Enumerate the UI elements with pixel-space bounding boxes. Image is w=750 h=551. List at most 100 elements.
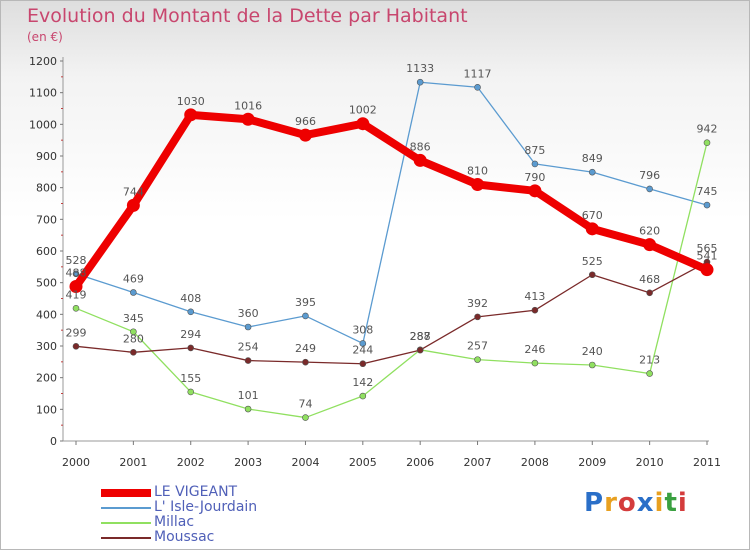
y-tick-label: 600 <box>36 245 57 258</box>
data-point <box>72 343 80 350</box>
data-point <box>72 305 80 312</box>
x-tick-label: 2004 <box>291 456 319 469</box>
x-tick-label: 2003 <box>234 456 262 469</box>
series-line-1 <box>75 81 708 345</box>
data-point <box>588 168 596 176</box>
data-point <box>298 128 312 142</box>
data-label: 395 <box>295 296 316 309</box>
data-point <box>474 356 481 363</box>
data-point <box>474 313 481 321</box>
data-label: 468 <box>639 273 660 286</box>
x-tick-label: 2011 <box>693 456 721 469</box>
logo-letter: o <box>617 488 637 518</box>
data-point <box>184 108 198 122</box>
data-point <box>359 360 367 368</box>
data-label: 966 <box>295 115 316 128</box>
data-point <box>474 83 481 91</box>
data-label: 408 <box>180 292 201 305</box>
x-tick-label: 2009 <box>578 456 606 469</box>
data-label: 246 <box>524 343 545 356</box>
data-label: 541 <box>697 250 718 263</box>
y-tick-label: 1100 <box>29 87 57 100</box>
data-point <box>646 289 653 297</box>
data-label: 670 <box>582 209 603 222</box>
legend-label: L' Isle-Jourdain <box>154 499 258 515</box>
data-point <box>416 346 424 354</box>
data-label: 1133 <box>406 62 434 75</box>
data-point <box>72 270 80 278</box>
data-point <box>700 263 714 277</box>
y-tick-label: 400 <box>36 308 57 321</box>
data-label: 796 <box>639 169 660 182</box>
data-label: 528 <box>66 254 87 267</box>
data-label: 620 <box>639 225 660 238</box>
data-point <box>359 340 367 347</box>
legend-swatch <box>101 522 151 524</box>
legend-swatch <box>101 489 151 497</box>
logo-letter: i <box>677 488 688 518</box>
data-label: 74 <box>298 398 312 411</box>
data-point <box>416 78 424 86</box>
data-point <box>187 308 195 316</box>
data-label: 469 <box>123 272 144 285</box>
data-point <box>531 160 539 168</box>
data-label: 288 <box>410 330 431 343</box>
data-label: 155 <box>180 372 201 385</box>
y-tick-label: 300 <box>36 340 57 353</box>
data-label: 287 <box>410 330 431 343</box>
data-label: 1030 <box>177 95 205 108</box>
data-point <box>359 392 367 400</box>
data-label: 745 <box>697 185 718 198</box>
x-tick-label: 2006 <box>406 456 434 469</box>
data-label: 942 <box>697 123 718 136</box>
data-point <box>241 112 255 126</box>
data-point <box>531 359 539 367</box>
data-point <box>356 117 370 131</box>
data-point <box>130 349 137 356</box>
y-tick-label: 1000 <box>29 118 57 131</box>
data-point <box>126 198 140 212</box>
data-label: 254 <box>238 341 259 354</box>
legend-swatch <box>101 507 151 509</box>
data-label: 345 <box>123 312 144 325</box>
data-label: 249 <box>295 342 316 355</box>
data-label: 1016 <box>234 99 262 112</box>
data-label: 790 <box>524 171 545 184</box>
data-point <box>244 405 252 413</box>
data-label: 308 <box>352 323 373 336</box>
data-label: 413 <box>524 290 545 303</box>
legend-label: LE VIGEANT <box>154 484 238 500</box>
data-point <box>528 184 542 198</box>
y-tick-label: 700 <box>36 213 57 226</box>
data-point <box>130 328 137 336</box>
data-label: 294 <box>180 328 201 341</box>
data-point <box>588 271 596 279</box>
x-tick-label: 2000 <box>62 456 90 469</box>
x-tick-label: 2005 <box>349 456 377 469</box>
data-label: 280 <box>123 332 144 345</box>
data-label: 299 <box>66 326 87 339</box>
legend-swatch <box>101 537 151 539</box>
data-point <box>413 153 427 167</box>
x-tick-label: 2001 <box>119 456 147 469</box>
chart-title: Evolution du Montant de la Dette par Hab… <box>27 5 468 27</box>
data-label: 849 <box>582 152 603 165</box>
series-line-0 <box>72 110 711 291</box>
data-label: 525 <box>582 255 603 268</box>
data-label: 744 <box>123 185 144 198</box>
y-unit-label: (en €) <box>27 30 63 44</box>
data-point <box>646 370 653 377</box>
y-tick-label: 1200 <box>29 55 57 68</box>
logo-letter: i <box>654 488 665 518</box>
data-point <box>643 238 657 252</box>
data-point <box>302 414 309 421</box>
data-label: 240 <box>582 345 603 358</box>
y-tick-label: 500 <box>36 277 57 290</box>
data-point <box>531 306 539 314</box>
data-point <box>187 388 195 396</box>
data-label: 392 <box>467 297 488 310</box>
logo-letter: P <box>584 488 605 518</box>
data-label: 1117 <box>464 67 492 80</box>
